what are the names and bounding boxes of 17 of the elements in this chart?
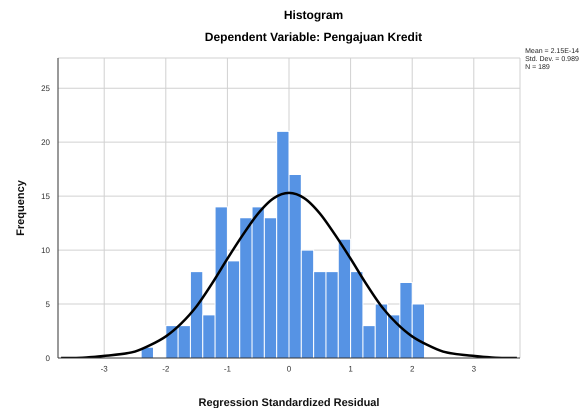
x-tick-label: -1 xyxy=(224,364,232,374)
y-tick-label: 0 xyxy=(46,354,51,363)
x-tick-label: 2 xyxy=(410,364,415,374)
x-axis-title: Regression Standardized Residual xyxy=(198,397,380,409)
y-tick-label: 15 xyxy=(41,192,51,201)
y-tick-label: 5 xyxy=(46,300,51,309)
y-tick-label: 25 xyxy=(41,84,51,94)
chart-subtitle: Dependent Variable: Pengajuan Kredit xyxy=(204,30,424,44)
x-tick-label: -3 xyxy=(100,364,108,374)
y-tick-label: 20 xyxy=(41,138,51,148)
x-tick-label: 3 xyxy=(472,364,477,374)
y-axis-title: Frequency xyxy=(14,179,27,236)
x-tick-label: 1 xyxy=(348,364,354,374)
y-tick-label: 10 xyxy=(41,246,51,255)
x-tick-label: -2 xyxy=(162,364,170,374)
chart-title: Histogram xyxy=(282,8,344,22)
x-tick-label: 0 xyxy=(286,364,292,374)
